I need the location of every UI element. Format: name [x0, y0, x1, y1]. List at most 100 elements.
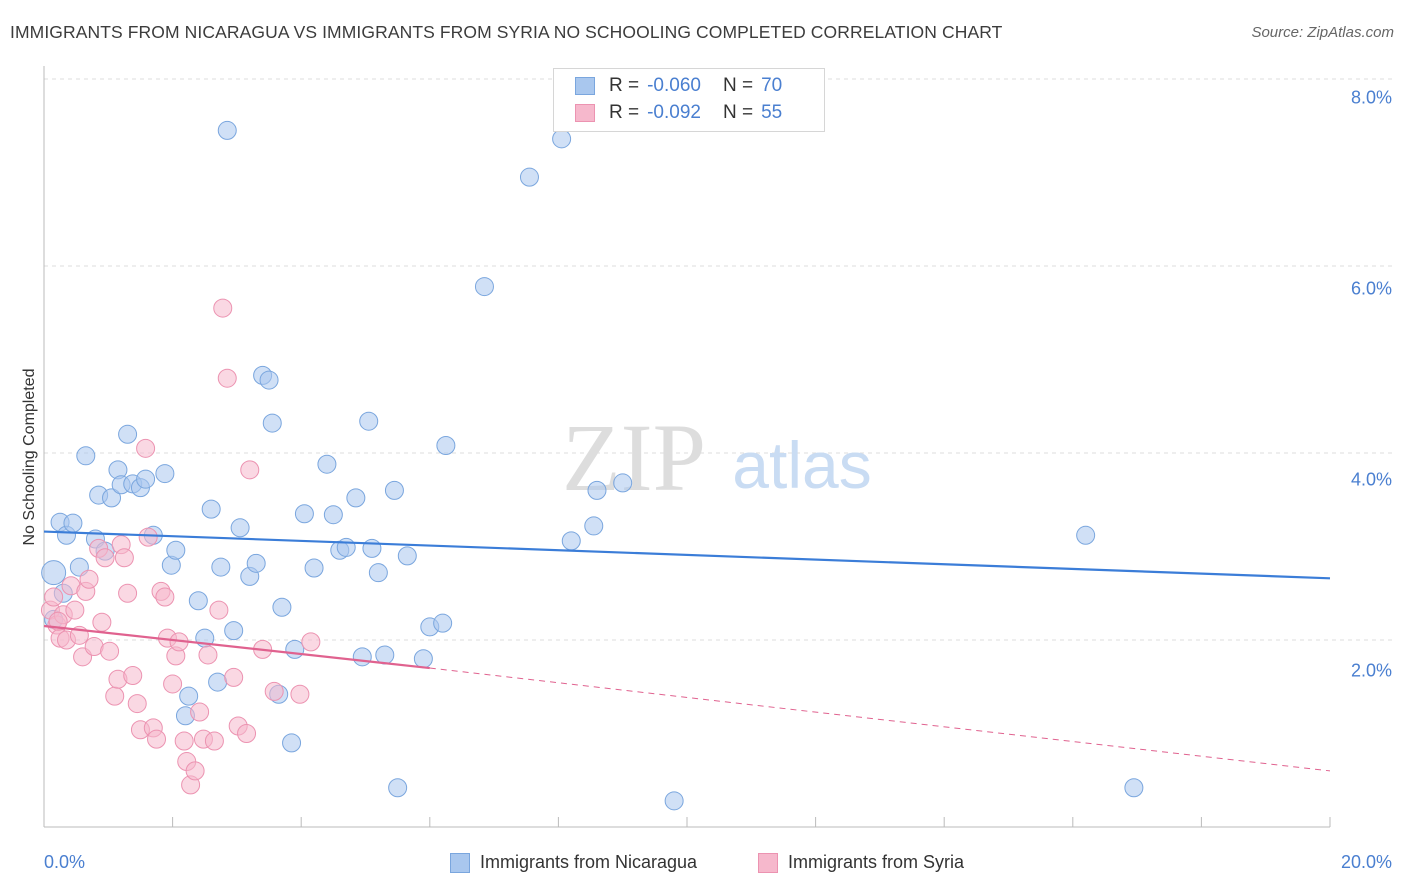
nicaragua-point: [323, 505, 343, 525]
syria-point: [264, 681, 284, 701]
legend-row-syria: R = -0.092 N = 55: [553, 100, 782, 126]
nicaragua-point: [282, 733, 302, 753]
series-syria-points: [40, 298, 321, 795]
nicaragua-point: [304, 558, 324, 578]
n-label: N =: [722, 102, 754, 123]
r-value: -0.092: [647, 102, 701, 123]
syria-point: [79, 569, 99, 589]
nicaragua-point: [413, 649, 433, 669]
nicaragua-point: [294, 504, 314, 524]
nicaragua-point: [433, 613, 453, 633]
syria-point: [209, 600, 229, 620]
syria-point: [114, 548, 134, 568]
n-value: 55: [761, 102, 783, 123]
nicaragua-point: [208, 672, 228, 692]
trend-line-nicaragua: [43, 530, 1331, 580]
nicaragua-point: [230, 518, 250, 538]
nicaragua-point: [224, 621, 244, 641]
nicaragua-point: [118, 424, 138, 444]
trend-lines: [43, 530, 1331, 772]
x-tick-min: 0.0%: [44, 852, 86, 872]
correlation-legend: R = -0.060 N = 70 R = -0.092 N = 55: [553, 68, 825, 132]
watermark-atlas: atlas: [732, 428, 871, 502]
syria-point: [190, 702, 210, 722]
syria-swatch: [575, 104, 595, 122]
nicaragua-point: [552, 129, 572, 149]
syria-point: [155, 587, 175, 607]
axes: [43, 66, 1331, 828]
syria-point: [224, 667, 244, 687]
syria-point: [198, 645, 218, 665]
nicaragua-point: [519, 167, 539, 187]
syria-point: [92, 612, 112, 632]
syria-point: [174, 731, 194, 751]
nicaragua-point: [41, 560, 67, 586]
nicaragua-point: [63, 513, 83, 533]
nicaragua-point: [262, 413, 282, 433]
y-tick-4: 4.0%: [1350, 469, 1392, 490]
syria-point: [105, 686, 125, 706]
syria-point: [123, 666, 143, 686]
nicaragua-point: [246, 553, 266, 573]
n-value: 70: [761, 75, 783, 96]
nicaragua-point: [587, 480, 607, 500]
n-label: N =: [722, 75, 754, 96]
y-tick-2: 2.0%: [1350, 660, 1392, 681]
syria-point: [213, 298, 233, 318]
legend-item-nicaragua: Immigrants from Nicaragua: [450, 852, 697, 873]
syria-point: [185, 761, 205, 781]
syria-point: [240, 460, 260, 480]
nicaragua-point: [346, 488, 366, 508]
nicaragua-point: [179, 686, 199, 706]
legend-label-nicaragua: Immigrants from Nicaragua: [480, 852, 698, 872]
y-tick-8: 8.0%: [1350, 87, 1392, 108]
syria-point: [204, 731, 224, 751]
legend-row-nicaragua: R = -0.060 N = 70: [553, 73, 782, 99]
nicaragua-point: [362, 538, 382, 558]
r-label: R =: [609, 102, 640, 123]
nicaragua-point: [211, 557, 231, 577]
nicaragua-point: [166, 540, 186, 560]
nicaragua-point: [1124, 778, 1144, 798]
legend-label-syria: Immigrants from Syria: [788, 852, 965, 872]
syria-point: [217, 368, 237, 388]
x-tick-max: 20.0%: [1340, 852, 1392, 872]
nicaragua-point: [397, 546, 417, 566]
syria-point: [95, 548, 115, 568]
nicaragua-point: [1076, 525, 1096, 545]
syria-point: [237, 724, 257, 743]
source-label: Source: ZipAtlas.com: [1251, 24, 1394, 41]
nicaragua-point: [375, 645, 395, 665]
nicaragua-point: [388, 778, 408, 798]
nicaragua-point: [664, 791, 684, 811]
nicaragua-point: [188, 591, 208, 611]
syria-point: [118, 583, 138, 603]
syria-point: [301, 632, 321, 652]
nicaragua-point: [285, 639, 305, 659]
watermark-zip: ZIP: [562, 404, 706, 511]
nicaragua-point: [474, 277, 494, 297]
nicaragua-point: [155, 464, 175, 484]
syria-point: [138, 527, 158, 547]
chart-title: IMMIGRANTS FROM NICARAGUA VS IMMIGRANTS …: [10, 22, 1003, 42]
y-tick-6: 6.0%: [1350, 278, 1392, 299]
nicaragua-point: [359, 411, 379, 431]
nicaragua-point: [613, 473, 633, 493]
syria-point: [163, 674, 183, 694]
nicaragua-point: [201, 499, 221, 519]
nicaragua-point: [436, 436, 456, 456]
nicaragua-point: [336, 537, 356, 557]
syria-point: [290, 684, 310, 704]
nicaragua-point: [368, 563, 388, 583]
trend-line-syria: [43, 624, 430, 670]
nicaragua-point: [272, 597, 292, 617]
nicaragua-point: [259, 370, 279, 390]
nicaragua-point: [136, 469, 156, 489]
legend-item-syria: Immigrants from Syria: [758, 852, 964, 873]
syria-legend-swatch: [758, 852, 778, 873]
nicaragua-point: [76, 446, 96, 466]
syria-point: [44, 587, 64, 607]
syria-point: [100, 641, 120, 661]
syria-point: [147, 729, 167, 749]
